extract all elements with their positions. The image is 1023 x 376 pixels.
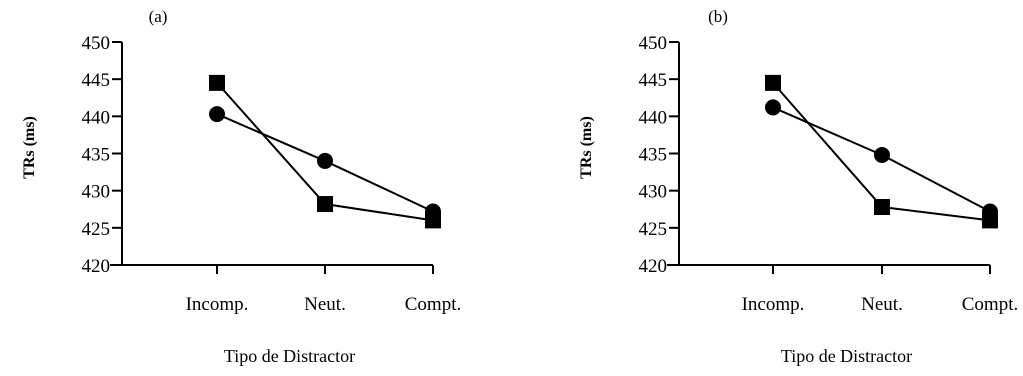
- x-axis-title: Tipo de Distractor: [781, 346, 912, 366]
- data-point-square: [317, 196, 333, 213]
- data-point-circle: [317, 152, 333, 169]
- y-tick-label: 440: [639, 107, 668, 128]
- y-tick-label: 430: [82, 182, 111, 203]
- y-tick-label: 435: [82, 145, 111, 166]
- y-tick-label: 450: [639, 33, 668, 54]
- data-point-circle: [425, 203, 441, 220]
- y-tick-label: 450: [82, 33, 111, 54]
- x-tick-label: Neut.: [861, 294, 903, 315]
- y-tick-label: 425: [639, 219, 668, 240]
- x-tick-label: Incomp.: [742, 294, 805, 315]
- y-tick-label: 430: [639, 182, 668, 203]
- data-point-square: [874, 199, 890, 216]
- x-tick-label: Incomp.: [186, 294, 249, 315]
- data-point-circle: [874, 146, 890, 163]
- data-point-square: [765, 74, 781, 91]
- y-axis-title: TRs (ms): [21, 116, 38, 179]
- x-tick-label: Neut.: [304, 294, 346, 315]
- data-point-circle: [765, 99, 781, 116]
- x-tick-label: Compt.: [405, 294, 461, 315]
- data-point-circle: [209, 106, 225, 123]
- chart-panel-a: (a) 420 425 430 435 440 445 450 Incomp. Neut. Comp…: [21, 7, 461, 366]
- x-tick-label: Compt.: [962, 294, 1018, 315]
- y-tick-label: 445: [639, 70, 668, 91]
- y-tick-label: 440: [82, 107, 111, 128]
- y-axis-title: TRs (ms): [578, 116, 595, 179]
- y-tick-label: 435: [639, 145, 668, 166]
- y-tick-label: 420: [82, 256, 111, 277]
- data-point-square: [209, 74, 225, 91]
- chart-panel-b: (b) 420 425 430 435 440 445 450 Incomp. Neut. Comp…: [578, 7, 1018, 366]
- y-tick-label: 445: [82, 70, 111, 91]
- y-tick-label: 425: [82, 219, 111, 240]
- x-axis-title: Tipo de Distractor: [224, 346, 355, 366]
- data-point-circle: [982, 203, 998, 220]
- panel-title: (b): [708, 7, 728, 26]
- y-tick-label: 420: [639, 256, 668, 277]
- panel-title: (a): [149, 7, 168, 26]
